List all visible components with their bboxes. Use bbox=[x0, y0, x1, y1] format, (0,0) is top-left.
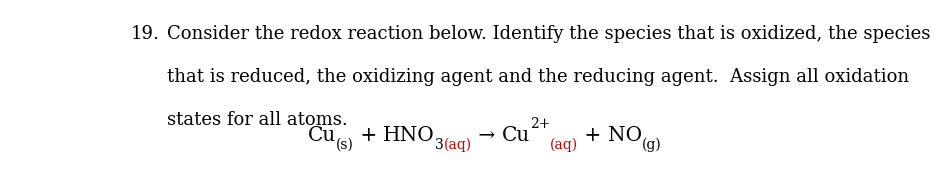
Text: (s): (s) bbox=[335, 138, 353, 152]
Text: (aq): (aq) bbox=[550, 137, 578, 152]
Text: Consider the redox reaction below. Identify the species that is oxidized, the sp: Consider the redox reaction below. Ident… bbox=[168, 25, 931, 43]
Text: Cu: Cu bbox=[501, 126, 529, 145]
Text: that is reduced, the oxidizing agent and the reducing agent.  Assign all oxidati: that is reduced, the oxidizing agent and… bbox=[168, 68, 910, 86]
Text: 19.: 19. bbox=[131, 25, 160, 43]
Text: →: → bbox=[472, 126, 501, 145]
Text: +: + bbox=[578, 126, 608, 145]
Text: (g): (g) bbox=[642, 137, 662, 152]
Text: HNO: HNO bbox=[383, 126, 435, 145]
Text: (aq): (aq) bbox=[444, 137, 472, 152]
Text: +: + bbox=[353, 126, 383, 145]
Text: Cu: Cu bbox=[307, 126, 335, 145]
Text: 3: 3 bbox=[435, 138, 444, 152]
Text: 2+: 2+ bbox=[529, 117, 550, 131]
Text: NO: NO bbox=[608, 126, 642, 145]
Text: states for all atoms.: states for all atoms. bbox=[168, 111, 349, 129]
